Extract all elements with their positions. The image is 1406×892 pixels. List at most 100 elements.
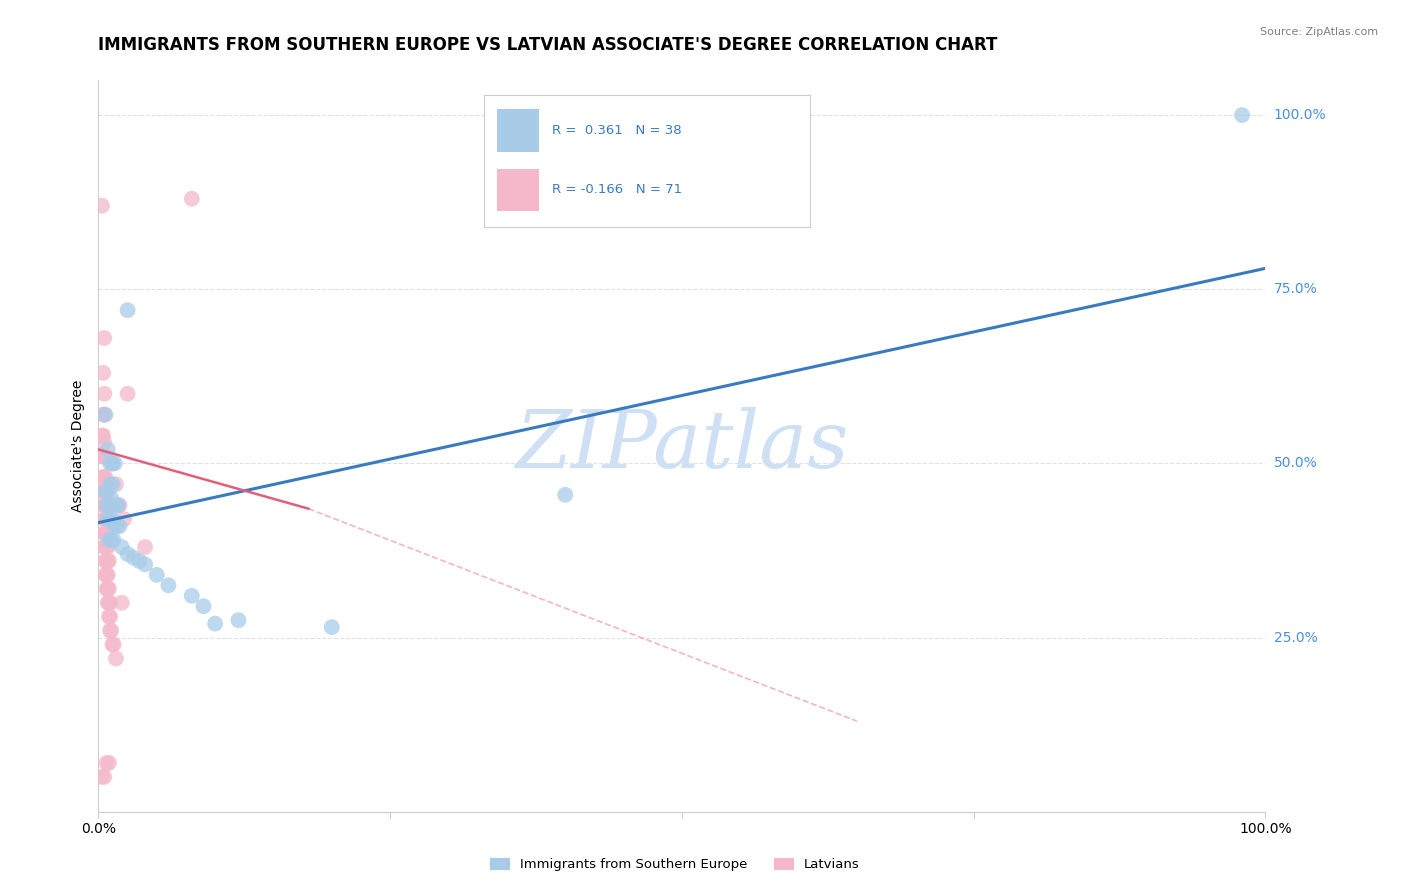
Point — [96, 484, 118, 499]
Point — [93, 386, 115, 401]
Point — [180, 192, 202, 206]
Point — [97, 582, 120, 596]
Legend: Immigrants from Southern Europe, Latvians: Immigrants from Southern Europe, Latvian… — [485, 853, 865, 877]
Point — [122, 550, 145, 565]
Point — [93, 484, 115, 499]
Point — [96, 498, 118, 512]
Point — [157, 578, 180, 592]
Point — [104, 498, 127, 512]
Point — [97, 609, 120, 624]
Point — [96, 540, 118, 554]
Point — [91, 428, 114, 442]
Point — [93, 470, 115, 484]
Point — [104, 651, 127, 665]
Point — [104, 477, 127, 491]
Point — [93, 408, 115, 422]
Point — [93, 540, 115, 554]
Point — [96, 554, 118, 568]
Point — [180, 589, 202, 603]
Point — [97, 567, 120, 582]
Point — [321, 620, 343, 634]
Point — [97, 596, 120, 610]
Point — [97, 512, 120, 526]
Text: Source: ZipAtlas.com: Source: ZipAtlas.com — [1260, 27, 1378, 37]
Point — [96, 512, 118, 526]
Point — [93, 770, 115, 784]
Point — [91, 470, 114, 484]
Point — [1230, 108, 1253, 122]
Point — [98, 457, 121, 471]
Point — [91, 498, 114, 512]
Text: 25.0%: 25.0% — [1274, 631, 1317, 645]
Point — [117, 303, 139, 318]
Point — [100, 533, 122, 547]
Point — [98, 596, 121, 610]
Point — [90, 450, 112, 464]
Point — [101, 512, 124, 526]
Point — [103, 638, 125, 652]
Point — [101, 638, 124, 652]
Point — [97, 498, 120, 512]
Point — [98, 477, 121, 491]
Point — [134, 558, 156, 572]
Point — [104, 457, 127, 471]
Text: 100.0%: 100.0% — [1274, 108, 1326, 122]
Point — [97, 540, 120, 554]
Point — [100, 624, 122, 638]
Point — [111, 540, 134, 554]
Point — [91, 408, 114, 422]
Text: ZIPatlas: ZIPatlas — [515, 408, 849, 484]
Point — [90, 199, 112, 213]
Point — [101, 457, 124, 471]
Point — [112, 512, 135, 526]
Point — [94, 484, 117, 499]
Point — [117, 386, 139, 401]
Point — [97, 484, 120, 499]
Point — [93, 331, 115, 345]
Point — [94, 498, 117, 512]
Point — [90, 470, 112, 484]
Point — [100, 491, 122, 506]
Point — [97, 554, 120, 568]
Point — [134, 540, 156, 554]
Text: 75.0%: 75.0% — [1274, 282, 1317, 296]
Point — [93, 498, 115, 512]
Y-axis label: Associate's Degree: Associate's Degree — [72, 380, 86, 512]
Point — [91, 484, 114, 499]
Point — [103, 533, 125, 547]
Point — [98, 512, 121, 526]
Point — [96, 526, 118, 541]
Point — [97, 756, 120, 770]
Point — [97, 498, 120, 512]
Text: 50.0%: 50.0% — [1274, 457, 1317, 470]
Point — [93, 450, 115, 464]
Point — [94, 408, 117, 422]
Point — [103, 498, 125, 512]
Point — [94, 450, 117, 464]
Point — [193, 599, 215, 614]
Point — [93, 512, 115, 526]
Point — [97, 442, 120, 457]
Point — [146, 567, 169, 582]
Point — [98, 624, 121, 638]
Point — [91, 366, 114, 380]
Point — [97, 554, 120, 568]
Point — [96, 582, 118, 596]
Point — [204, 616, 226, 631]
Text: IMMIGRANTS FROM SOUTHERN EUROPE VS LATVIAN ASSOCIATE'S DEGREE CORRELATION CHART: IMMIGRANTS FROM SOUTHERN EUROPE VS LATVI… — [98, 36, 998, 54]
Point — [107, 498, 129, 512]
Point — [94, 554, 117, 568]
Point — [97, 533, 120, 547]
Point — [94, 567, 117, 582]
Point — [97, 512, 120, 526]
Point — [108, 519, 131, 533]
Point — [105, 519, 128, 533]
Point — [97, 526, 120, 541]
Point — [96, 498, 118, 512]
Point — [94, 484, 117, 499]
Point — [554, 488, 576, 502]
Point — [94, 470, 117, 484]
Point — [90, 770, 112, 784]
Point — [97, 596, 120, 610]
Point — [101, 457, 124, 471]
